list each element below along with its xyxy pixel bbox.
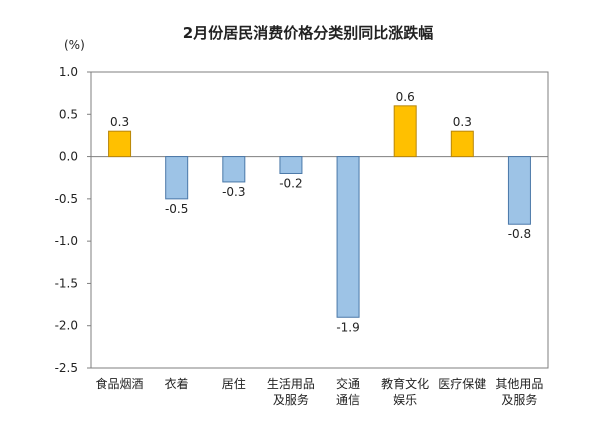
bar <box>279 156 303 174</box>
data-label: -0.8 <box>508 227 531 241</box>
bar <box>393 105 417 158</box>
y-tick-label: -2.5 <box>55 361 78 375</box>
data-label: 0.3 <box>110 115 129 129</box>
plot-frame <box>90 71 549 369</box>
bar <box>507 156 531 225</box>
x-category-label: 其他用品 <box>495 377 543 391</box>
data-label: 0.6 <box>396 90 415 104</box>
data-labels: 0.3 -0.5 -0.3 -0.2 -1.9 0.6 0.3 -0.8 <box>110 90 531 334</box>
unit-label: (%) <box>64 38 85 52</box>
x-category-label: 食品烟酒 <box>96 376 144 391</box>
y-tick-label: 0.0 <box>59 150 78 164</box>
x-category-label: 居住 <box>222 377 246 391</box>
x-category-label: 及服务 <box>501 392 537 407</box>
bar <box>222 156 246 183</box>
data-label: 0.3 <box>453 115 472 129</box>
data-label: -0.3 <box>222 185 245 199</box>
bar <box>336 156 360 318</box>
bars <box>108 105 531 318</box>
x-category-label: 通信 <box>336 393 360 407</box>
y-axis: 1.0 0.5 0.0 -0.5 -1.0 -1.5 -2.0 -2.5 <box>55 65 91 375</box>
data-label: -0.5 <box>165 202 188 216</box>
bar <box>108 130 132 158</box>
bar <box>165 156 189 200</box>
y-tick-label: 1.0 <box>59 65 78 79</box>
x-category-label: 医疗保健 <box>438 377 486 391</box>
y-tick-label: -1.5 <box>55 276 78 290</box>
x-category-label: 衣着 <box>165 376 189 391</box>
y-tick-label: -2.0 <box>55 319 78 333</box>
y-tick-label: 0.5 <box>59 107 78 121</box>
x-category-label: 娱乐 <box>393 393 417 407</box>
x-category-label: 教育文化 <box>381 376 429 391</box>
y-tick-label: -1.0 <box>55 234 78 248</box>
data-label: -1.9 <box>336 320 359 334</box>
x-category-label: 生活用品 <box>267 377 315 391</box>
x-category-label: 及服务 <box>273 392 309 407</box>
bar <box>450 130 474 158</box>
x-category-label: 交通 <box>336 376 360 391</box>
chart-title: 2月份居民消费价格分类别同比涨跌幅 <box>182 24 434 42</box>
data-label: -0.2 <box>279 176 302 190</box>
y-tick-label: -0.5 <box>55 192 78 206</box>
